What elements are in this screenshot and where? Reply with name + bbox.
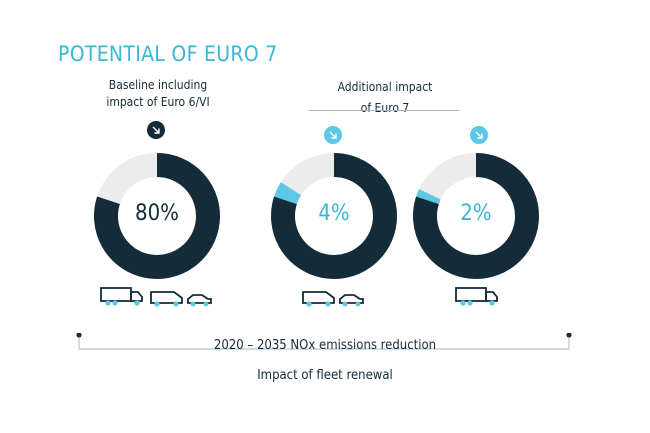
van-icon bbox=[302, 291, 335, 307]
donut-baseline-segment bbox=[413, 153, 539, 279]
additional-label-line1: Additional impact bbox=[337, 80, 433, 94]
baseline-label-line1: Baseline including bbox=[108, 78, 208, 92]
range-bracket bbox=[76, 333, 572, 350]
truck-icon bbox=[455, 287, 498, 306]
baseline-label-line2: impact of Euro 6/VI bbox=[106, 95, 210, 109]
donut-value-additional-2: 2% bbox=[460, 201, 492, 226]
van-icon bbox=[150, 291, 183, 307]
donut-additional-segment bbox=[416, 189, 441, 205]
fleet-renewal-label: Impact of fleet renewal bbox=[257, 368, 393, 383]
additional-divider bbox=[309, 110, 459, 111]
donut-additional-segment bbox=[274, 182, 302, 205]
car-icon bbox=[339, 294, 364, 307]
car-icon bbox=[187, 294, 212, 307]
baseline-label: Baseline including impact of Euro 6/VI bbox=[78, 77, 238, 111]
arrow-down-right-icon bbox=[147, 121, 165, 139]
additional-label-line2: of Euro 7 bbox=[360, 101, 410, 115]
additional-label: Additional impact of Euro 7 bbox=[310, 77, 460, 119]
arrow-down-right-icon bbox=[324, 126, 342, 144]
emissions-reduction-label: 2020 – 2035 NOx emissions reduction bbox=[213, 338, 437, 353]
donut-value-baseline: 80% bbox=[135, 201, 179, 226]
arrow-down-right-icon bbox=[470, 126, 488, 144]
donut-baseline-segment bbox=[94, 153, 220, 279]
truck-icon bbox=[100, 287, 143, 306]
donut-baseline-segment bbox=[271, 153, 397, 279]
donut-value-additional-1: 4% bbox=[318, 201, 350, 226]
page-title: POTENTIAL OF EURO 7 bbox=[58, 42, 278, 66]
